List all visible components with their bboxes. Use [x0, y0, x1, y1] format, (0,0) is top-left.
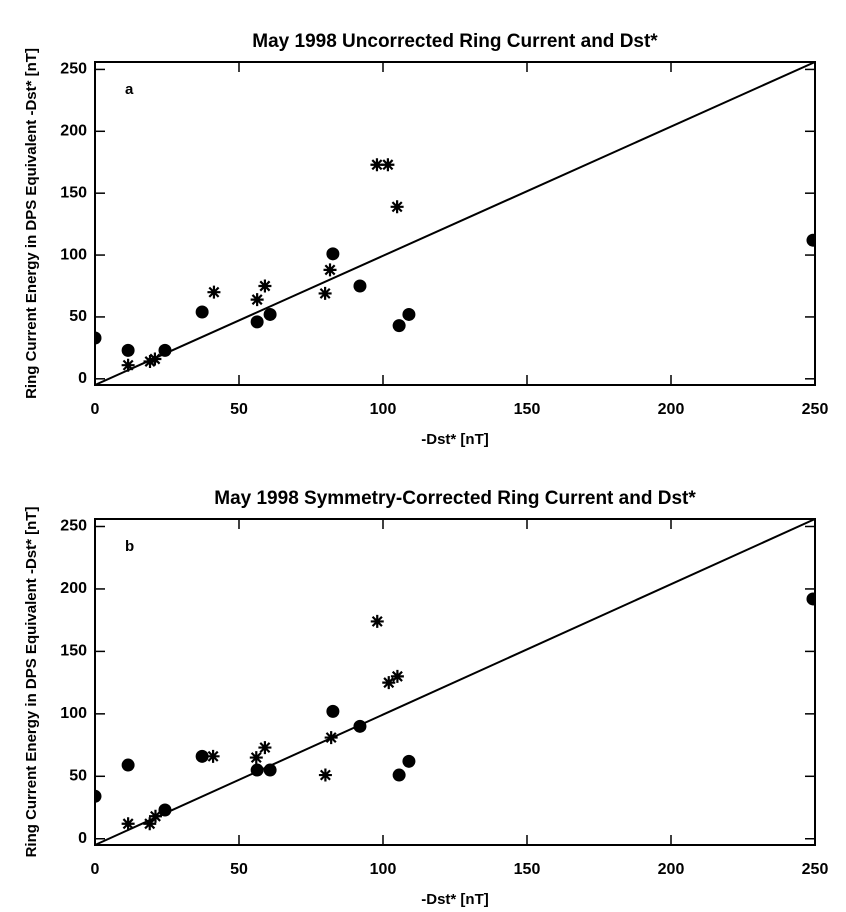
point	[207, 285, 221, 299]
point	[392, 319, 406, 333]
y-tick-label: 250	[60, 518, 87, 535]
x-axis-title: -Dst* [nT]	[421, 891, 489, 908]
point	[121, 758, 135, 772]
x-tick-label: 0	[91, 401, 100, 418]
y-tick-label: 200	[60, 580, 87, 597]
point	[370, 614, 384, 628]
point	[258, 741, 272, 755]
point	[392, 768, 406, 782]
point	[263, 763, 277, 777]
point	[326, 247, 340, 261]
reference-line	[94, 518, 816, 846]
point	[258, 279, 272, 293]
x-tick-label: 100	[370, 861, 397, 878]
x-tick-label: 50	[230, 861, 248, 878]
point	[143, 817, 157, 831]
point	[95, 331, 102, 345]
point	[121, 817, 135, 831]
y-tick-label: 100	[60, 246, 87, 263]
point	[318, 286, 332, 300]
point	[324, 731, 338, 745]
panel: May 1998 Uncorrected Ring Current and Ds…	[23, 31, 828, 448]
x-tick-label: 250	[802, 401, 829, 418]
y-tick-label: 200	[60, 123, 87, 140]
point	[148, 809, 162, 823]
point	[195, 749, 209, 763]
chart-title: May 1998 Symmetry-Corrected Ring Current…	[214, 488, 696, 509]
point	[326, 704, 340, 718]
x-tick-label: 200	[658, 861, 685, 878]
y-tick-label: 100	[60, 705, 87, 722]
point	[370, 158, 384, 172]
x-tick-label: 50	[230, 401, 248, 418]
point	[250, 315, 264, 329]
x-tick-label: 200	[658, 401, 685, 418]
y-tick-label: 50	[69, 768, 87, 785]
point	[390, 669, 404, 683]
x-tick-label: 150	[514, 401, 541, 418]
x-tick-label: 100	[370, 401, 397, 418]
y-tick-label: 0	[78, 830, 87, 847]
point	[806, 592, 815, 606]
y-tick-label: 150	[60, 643, 87, 660]
point	[381, 158, 395, 172]
point	[353, 279, 367, 293]
plot-frame	[94, 518, 816, 846]
panel-label: b	[125, 538, 134, 555]
point	[806, 233, 815, 247]
panel: May 1998 Symmetry-Corrected Ring Current…	[23, 488, 828, 908]
point	[390, 200, 404, 214]
point	[250, 763, 264, 777]
point	[95, 789, 102, 803]
x-tick-label: 150	[514, 861, 541, 878]
point	[323, 263, 337, 277]
point	[382, 676, 396, 690]
points	[95, 158, 815, 372]
x-tick-label: 0	[91, 861, 100, 878]
point	[249, 751, 263, 765]
plot-frame	[94, 61, 816, 386]
y-axis-title: Ring Current Energy in DPS Equivalent -D…	[23, 507, 40, 858]
y-axis-title: Ring Current Energy in DPS Equivalent -D…	[23, 48, 40, 399]
point	[353, 719, 367, 733]
point	[402, 754, 416, 768]
point	[263, 307, 277, 321]
y-tick-label: 50	[69, 308, 87, 325]
point	[318, 768, 332, 782]
point	[158, 343, 172, 357]
y-tick-label: 150	[60, 184, 87, 201]
panel-label: a	[125, 81, 134, 98]
point	[195, 305, 209, 319]
x-tick-label: 250	[802, 861, 829, 878]
points	[95, 592, 815, 831]
point	[250, 293, 264, 307]
point	[402, 307, 416, 321]
point	[143, 354, 157, 368]
point	[206, 749, 220, 763]
chart-title: May 1998 Uncorrected Ring Current and Ds…	[252, 31, 658, 52]
point	[158, 803, 172, 817]
point	[148, 352, 162, 366]
x-axis-title: -Dst* [nT]	[421, 431, 489, 448]
y-tick-label: 0	[78, 370, 87, 387]
point	[121, 358, 135, 372]
y-tick-label: 250	[60, 61, 87, 78]
point	[121, 343, 135, 357]
reference-line	[94, 61, 816, 386]
